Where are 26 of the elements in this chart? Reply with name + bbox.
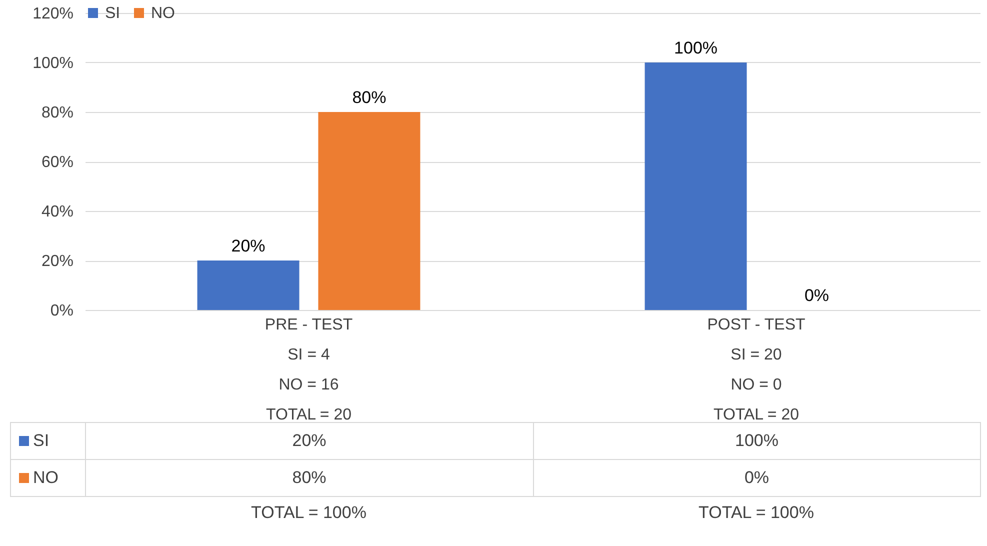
- y-tick-label: 40%: [41, 204, 74, 220]
- data-label: 80%: [86, 460, 533, 496]
- text: 0%: [804, 286, 830, 305]
- y-tick-label: 60%: [41, 154, 74, 171]
- x-tick-label: POST - TEST SI = 20 NO = 0 TOTAL = 20: [707, 316, 806, 424]
- y-tick-label: 0%: [50, 302, 74, 320]
- data-label: 100%: [533, 422, 980, 460]
- bar: [318, 112, 420, 310]
- data-label: 20%: [86, 422, 533, 460]
- y-tick-label: 80%: [41, 104, 74, 122]
- text: NO: [33, 468, 58, 487]
- text: TOTAL = 100%: [250, 502, 368, 523]
- text: TOTAL = 100%: [698, 502, 815, 523]
- y-tick-label: 120%: [32, 6, 74, 22]
- text: 20%: [231, 236, 266, 256]
- text: SI: [33, 431, 50, 450]
- legend-label: SI: [105, 5, 120, 22]
- y-tick-label: 100%: [32, 55, 74, 72]
- bar: [644, 62, 747, 310]
- text: 80%: [352, 88, 386, 107]
- bar: [197, 260, 300, 310]
- data-label: 0%: [533, 460, 980, 496]
- legend-label: NO: [151, 5, 175, 22]
- x-tick-label: PRE - TEST SI = 4 NO = 16 TOTAL = 20: [264, 316, 353, 424]
- text: 100%: [674, 38, 718, 58]
- y-tick-label: 20%: [41, 253, 74, 270]
